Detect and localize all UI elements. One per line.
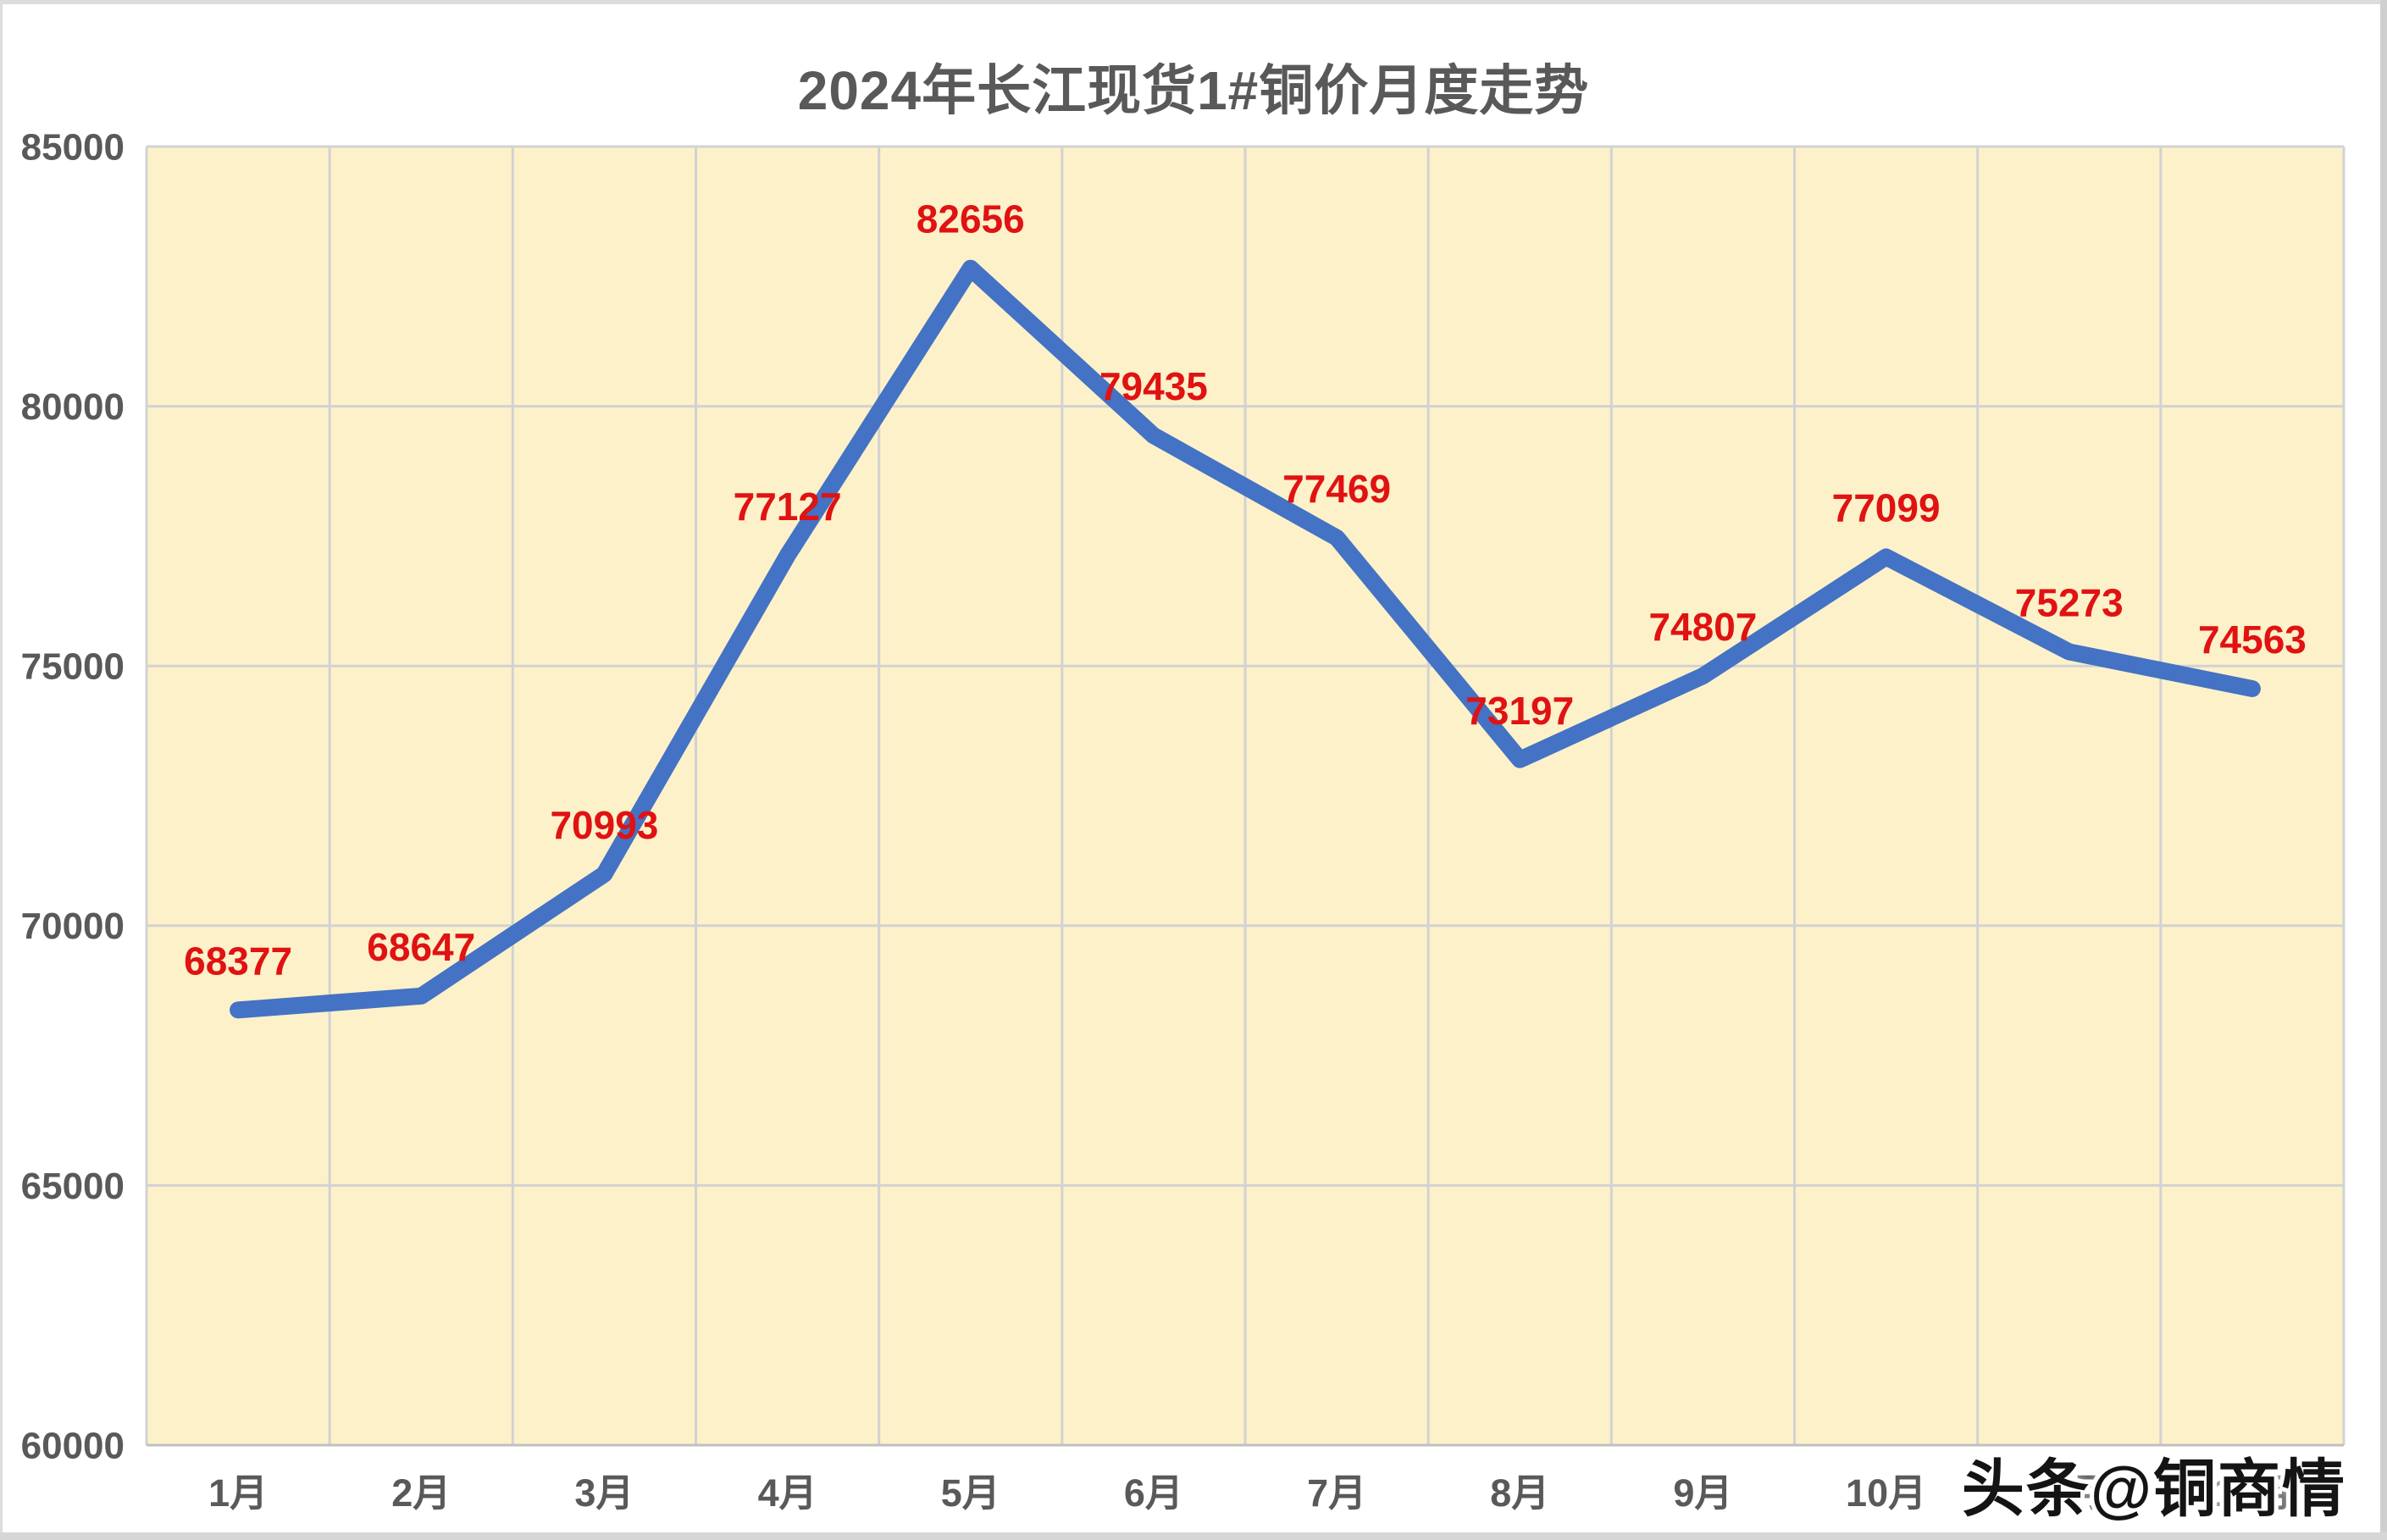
chart-title: 2024年长江现货1#铜价月度走势 [797,60,1590,121]
y-axis-tick-label: 80000 [21,386,125,428]
price-line-series [230,259,2261,1019]
right-border [2380,0,2387,1540]
x-axis-tick-label: 10月 [1846,1471,1926,1515]
y-axis-tick-label: 70000 [21,906,125,947]
data-point-label: 74807 [1648,605,1757,649]
watermark: 头条@铜商情 [1961,1454,2346,1524]
x-axis-tick-label: 11月 [2030,1471,2108,1515]
data-point-label: 77469 [1282,467,1391,511]
y-axis-tick-label: 85000 [21,126,125,168]
x-axis-tick-label: 3月 [574,1471,634,1515]
data-point-label: 77099 [1832,485,1941,529]
top-border [0,0,2387,4]
data-point-label: 68647 [367,925,475,969]
x-axis-tick-label: 12月 [2212,1471,2292,1515]
data-point-label: 82656 [917,197,1025,241]
x-axis-tick-label: 6月 [1124,1471,1183,1515]
data-point-label: 77127 [734,485,842,529]
x-axis-tick-label: 8月 [1490,1471,1549,1515]
x-axis-tick-label: 1月 [208,1471,268,1515]
data-point-label: 70993 [550,803,658,847]
x-axis-tick-label: 4月 [758,1471,817,1515]
x-axis-tick-label: 5月 [941,1471,1000,1515]
x-axis-tick-label: 7月 [1307,1471,1366,1515]
y-axis-tick-label: 60000 [21,1425,125,1466]
x-axis-tick-label: 2月 [391,1471,451,1515]
data-point-label: 73197 [1465,689,1574,733]
left-border [0,0,3,1540]
y-axis-tick-label: 65000 [21,1166,125,1207]
data-point-label: 75273 [2015,580,2124,624]
data-point-label: 74563 [2198,618,2307,662]
x-axis-tick-label: 9月 [1673,1471,1732,1515]
y-axis-tick-label: 75000 [21,646,125,688]
bottom-border [0,1532,2387,1540]
data-point-label: 68377 [184,939,292,983]
data-point-label: 79435 [1099,364,1208,408]
